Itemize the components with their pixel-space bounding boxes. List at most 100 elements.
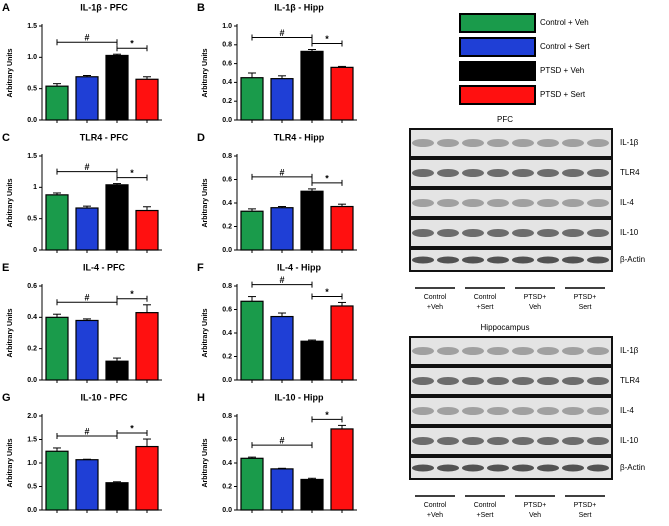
y-tick-label: 0.2: [222, 353, 232, 360]
blot-band: [512, 139, 534, 147]
legend-label: PTSD + Sert: [540, 90, 586, 99]
blot-band: [437, 437, 459, 445]
y-tick-label: 0.8: [222, 413, 232, 420]
band-label: IL-10: [620, 228, 639, 237]
blot-band: [462, 437, 484, 445]
y-tick-label: 0.2: [222, 223, 232, 230]
band-label: TLR4: [620, 376, 640, 385]
significance-mark: *: [325, 34, 329, 44]
blot-band: [487, 407, 509, 415]
y-tick-label: 1.0: [222, 23, 232, 30]
significance-mark: #: [279, 167, 284, 177]
blot-band: [487, 169, 509, 177]
y-tick-label: 0.5: [27, 86, 37, 93]
blot-band: [512, 377, 534, 385]
blot-band: [587, 199, 609, 207]
blot-band: [537, 256, 559, 264]
chart-title: IL-4 - PFC: [83, 262, 125, 272]
y-tick-label: 1: [33, 184, 37, 191]
y-tick-label: 0.0: [222, 377, 232, 384]
bar: [300, 478, 324, 511]
band-label: TLR4: [620, 168, 640, 177]
y-tick-label: 1.5: [27, 153, 37, 160]
blot-band: [587, 407, 609, 415]
blot-band: [537, 437, 559, 445]
y-tick-label: 0.5: [27, 483, 37, 490]
significance-mark: #: [279, 275, 284, 285]
y-axis-label: Arbitrary Units: [7, 48, 14, 97]
y-tick-label: 0.6: [27, 283, 37, 290]
y-tick-label: 0.0: [27, 377, 37, 384]
blot-band: [487, 229, 509, 237]
band-label: IL-4: [620, 406, 634, 415]
bar: [75, 76, 99, 121]
y-tick-label: 0.8: [222, 153, 232, 160]
bar: [105, 360, 129, 381]
panel-letter: B: [197, 2, 205, 14]
y-tick-label: 0.4: [222, 200, 232, 207]
y-tick-label: 0.0: [27, 507, 37, 514]
y-axis-label: Arbitrary Units: [7, 308, 14, 357]
significance-mark: #: [279, 28, 284, 38]
bar: [240, 300, 264, 381]
lane-label: Control: [424, 502, 447, 509]
significance-mark: *: [130, 289, 134, 299]
y-axis-label: Arbitrary Units: [202, 308, 209, 357]
chart-title: IL-4 - Hipp: [277, 262, 321, 272]
panel-letter: H: [197, 392, 205, 404]
blot-band: [437, 256, 459, 264]
lane-label: +Sert: [477, 304, 494, 311]
legend-label: Control + Veh: [540, 18, 589, 27]
bar: [270, 78, 294, 121]
y-tick-label: 0.2: [222, 98, 232, 105]
y-tick-label: 0.6: [222, 60, 232, 67]
y-tick-label: 0.8: [222, 42, 232, 49]
lane-label: Sert: [579, 304, 592, 311]
blot-band: [537, 199, 559, 207]
significance-mark: *: [325, 287, 329, 297]
significance-mark: #: [84, 162, 89, 172]
legend-label: Control + Sert: [540, 42, 590, 51]
bar: [300, 50, 324, 121]
lane-label: PTSD+: [524, 294, 547, 301]
lane-label: Veh: [529, 512, 541, 519]
bar: [75, 207, 99, 251]
bar: [135, 78, 159, 121]
chart-title: IL-1β - Hipp: [274, 2, 324, 12]
bar: [135, 312, 159, 381]
lane-label: Control: [474, 502, 497, 509]
blot-band: [512, 229, 534, 237]
y-axis-label: Arbitrary Units: [202, 48, 209, 97]
legend-swatch: [459, 85, 536, 105]
blot-band: [537, 347, 559, 355]
chart-title: TLR4 - PFC: [80, 132, 129, 142]
significance-mark: #: [84, 293, 89, 303]
blot-band: [562, 407, 584, 415]
blot-band: [512, 464, 534, 472]
blot-band: [562, 199, 584, 207]
blot-band: [462, 139, 484, 147]
blot-band: [462, 377, 484, 385]
band-label: β-Actin: [620, 255, 645, 264]
blot-band: [462, 407, 484, 415]
band-label: IL-1β: [620, 138, 639, 147]
y-axis-label: Arbitrary Units: [202, 438, 209, 487]
blot-band: [512, 169, 534, 177]
band-label: β-Actin: [620, 463, 645, 472]
blot-band: [487, 437, 509, 445]
blot-band: [437, 139, 459, 147]
blot-band: [462, 347, 484, 355]
chart-title: IL-10 - Hipp: [275, 392, 325, 402]
blot-band: [537, 377, 559, 385]
blot-band: [412, 347, 434, 355]
blot-band: [412, 464, 434, 472]
y-axis-label: Arbitrary Units: [7, 178, 14, 227]
blot-strip: [409, 248, 613, 272]
bar: [270, 468, 294, 511]
blot-band: [512, 437, 534, 445]
legend-swatch: [459, 13, 536, 33]
blot-band: [537, 229, 559, 237]
panel-letter: G: [2, 392, 11, 404]
blot-band: [512, 256, 534, 264]
